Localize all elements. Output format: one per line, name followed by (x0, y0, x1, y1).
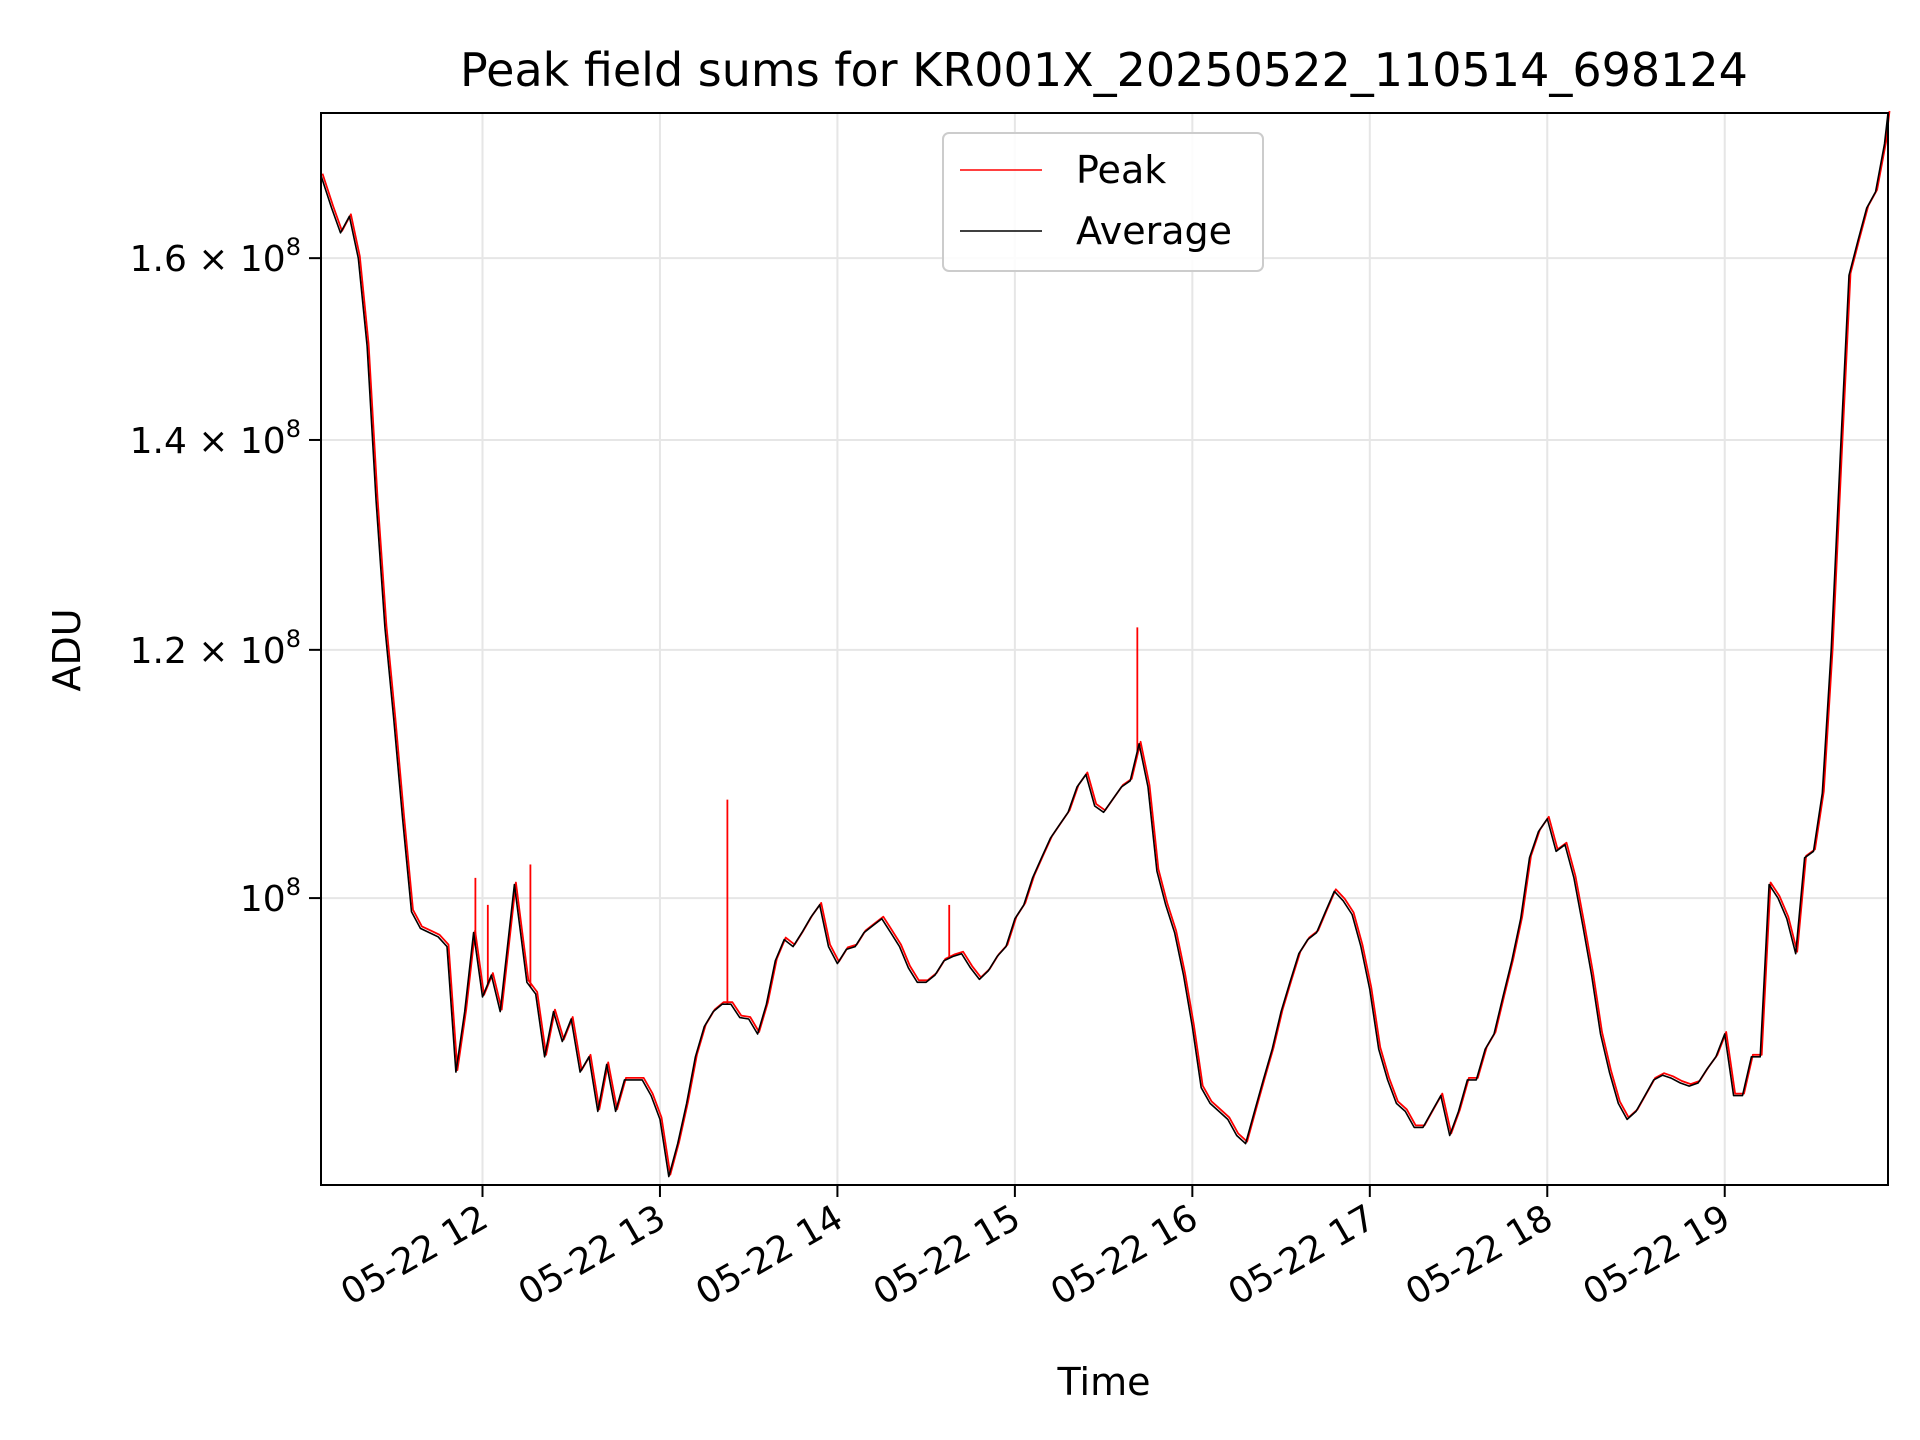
x-axis-title: Time (1057, 1360, 1151, 1404)
legend-box (942, 132, 1264, 272)
legend: Peak Average (942, 132, 1264, 272)
y-tick-label-1: 1.2 × 108 (130, 625, 301, 672)
legend-label-average: Average (1076, 209, 1232, 253)
y-tick-label-0: 108 (240, 873, 301, 920)
legend-label-peak: Peak (1076, 148, 1166, 192)
grid-lines (321, 113, 1888, 1185)
chart-title: Peak field sums for KR001X_20250522_1105… (460, 43, 1748, 97)
series-lines (320, 110, 1891, 1178)
y-tick-label-2: 1.4 × 108 (130, 415, 301, 462)
series-line-average (320, 112, 1889, 1178)
y-axis-title: ADU (45, 608, 89, 691)
y-tick-label-3: 1.6 × 108 (130, 233, 301, 280)
